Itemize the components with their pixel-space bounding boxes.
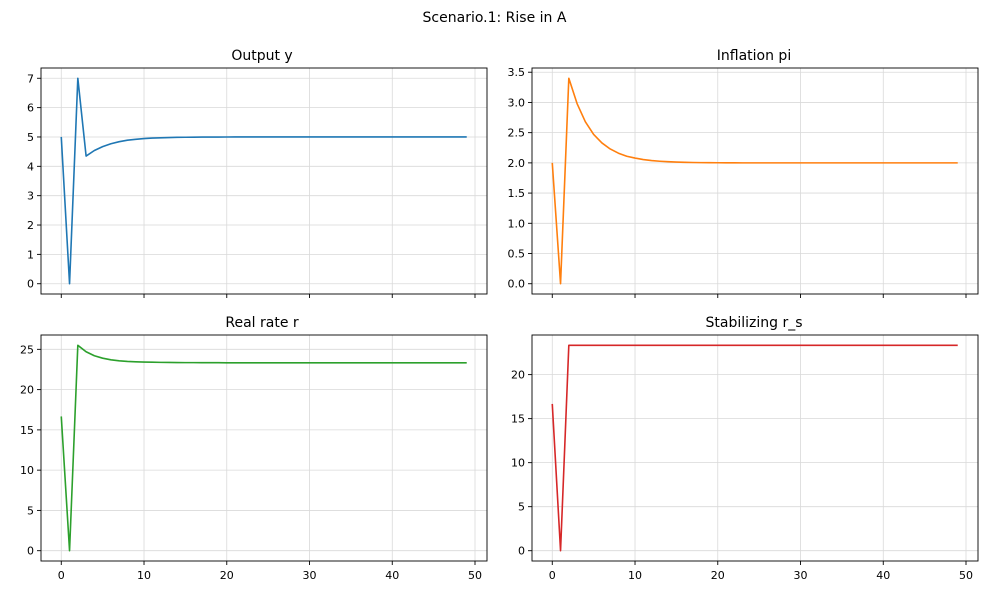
y-tick-label: 1 [27, 248, 34, 261]
y-tick-label: 5 [27, 504, 34, 517]
figure-suptitle: Scenario.1: Rise in A [423, 10, 567, 26]
x-tick-label: 20 [711, 569, 725, 582]
y-tick-label: 3.0 [508, 96, 526, 109]
y-tick-label: 0 [27, 278, 34, 291]
x-tick-label: 0 [58, 569, 65, 582]
panel-inflation-pi: Inflation pi 0.0 0.5 1.0 1.5 2.0 2.5 3.0 3.5 [508, 48, 979, 298]
x-tick-label: 30 [303, 569, 317, 582]
y-tick-label: 5 [518, 501, 525, 514]
panel-output-y: Output y 0 1 2 3 4 5 6 7 [27, 48, 488, 298]
y-tick-label: 0.0 [508, 278, 526, 291]
axes-frame [40, 334, 488, 562]
x-tick-label: 40 [385, 569, 399, 582]
y-tick-label: 2 [27, 219, 34, 232]
y-tick-label: 6 [27, 102, 34, 115]
y-tick-label: 15 [511, 413, 525, 426]
y-tick-label: 0.5 [508, 248, 526, 261]
x-tick-label: 20 [220, 569, 234, 582]
y-tick-label: 3.5 [508, 66, 526, 79]
panel-stabilizing-r-s: Stabilizing r_s 0 10 20 30 40 50 0 5 10 15 20 [511, 315, 979, 582]
y-tick-label: 20 [511, 369, 525, 382]
panel-real-rate-r: Real rate r 0 10 20 30 40 50 0 5 10 15 20 25 [20, 315, 488, 582]
axes-frame [40, 67, 488, 295]
axes-frame [531, 67, 979, 295]
series-line [60, 77, 467, 285]
x-tick-label: 10 [628, 569, 642, 582]
x-tick-label: 40 [876, 569, 890, 582]
y-tick-label: 15 [20, 424, 34, 437]
y-tick-label: 4 [27, 160, 34, 173]
x-tick-label: 50 [959, 569, 973, 582]
y-tick-label: 3 [27, 190, 34, 203]
x-tick-label: 30 [794, 569, 808, 582]
y-tick-label: 10 [20, 464, 34, 477]
panel-title: Inflation pi [717, 48, 791, 64]
x-tick-label: 50 [468, 569, 482, 582]
series-line [60, 344, 467, 552]
series-line [551, 77, 958, 285]
panel-title: Output y [231, 48, 292, 64]
axes-frame [531, 334, 979, 562]
y-tick-label: 1.0 [508, 217, 526, 230]
series-line [551, 344, 958, 552]
y-tick-label: 0 [518, 545, 525, 558]
y-tick-label: 2.0 [508, 157, 526, 170]
y-tick-label: 1.5 [508, 187, 526, 200]
y-tick-label: 10 [511, 457, 525, 470]
y-tick-label: 5 [27, 131, 34, 144]
y-tick-label: 20 [20, 384, 34, 397]
y-tick-label: 7 [27, 72, 34, 85]
x-tick-label: 10 [137, 569, 151, 582]
panel-title: Stabilizing r_s [705, 315, 802, 331]
y-tick-label: 25 [20, 343, 34, 356]
x-tick-label: 0 [549, 569, 556, 582]
panel-title: Real rate r [225, 315, 299, 331]
y-tick-label: 2.5 [508, 127, 526, 140]
y-tick-label: 0 [27, 545, 34, 558]
